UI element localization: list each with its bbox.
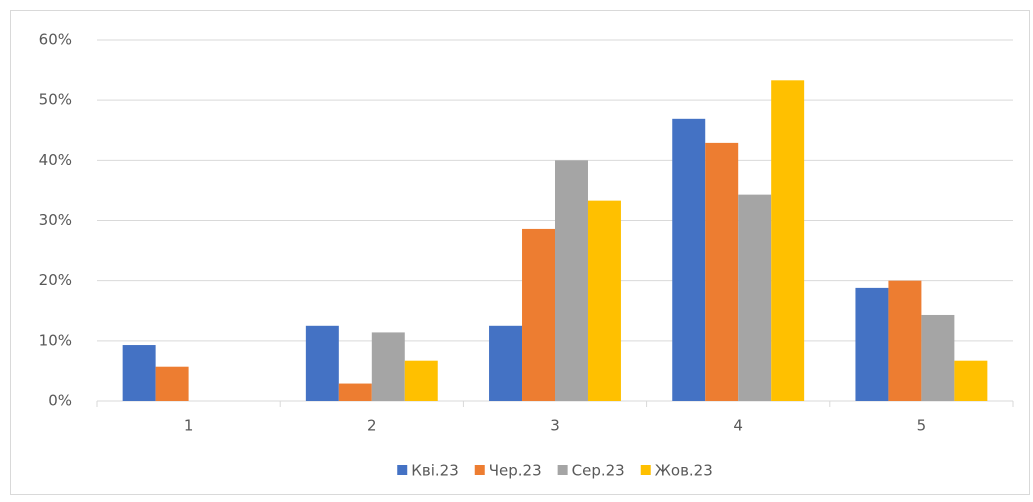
bar [672,118,706,402]
x-tick-label: 2 [367,417,377,435]
bar [738,194,772,401]
legend-swatch [397,465,408,475]
x-tick-label: 5 [917,417,927,435]
x-tick-label: 4 [733,417,743,435]
y-tick-label: 40% [39,151,72,169]
legend-swatch [557,465,568,475]
y-tick-label: 30% [39,211,72,229]
bar [888,280,922,401]
x-tick-label: 1 [184,417,194,435]
x-tick-label: 3 [550,417,560,435]
bar [855,287,889,401]
y-tick-label: 10% [39,331,72,349]
legend-label: Сер.23 [572,462,625,480]
y-tick-label: 0% [48,392,72,410]
bar [305,325,339,401]
bar [404,360,438,401]
legend-label: Кві.23 [411,462,459,480]
legend-label: Чер.23 [489,462,542,480]
y-tick-label: 20% [39,271,72,289]
bar [954,360,988,401]
legend-label: Жов.23 [655,462,713,480]
bar [771,80,805,401]
bar [522,228,555,401]
legend-swatch [474,465,485,475]
y-tick-label: 50% [39,91,72,109]
chart-frame [10,10,1030,495]
y-tick-label: 60% [39,31,72,49]
bar [555,160,588,401]
legend-swatch [640,465,651,475]
bar [489,325,523,401]
bar [338,383,372,401]
bar [122,345,156,401]
bar [705,142,739,401]
bar [921,314,955,401]
bar [587,200,621,401]
bar [371,332,405,401]
bar [155,366,189,401]
